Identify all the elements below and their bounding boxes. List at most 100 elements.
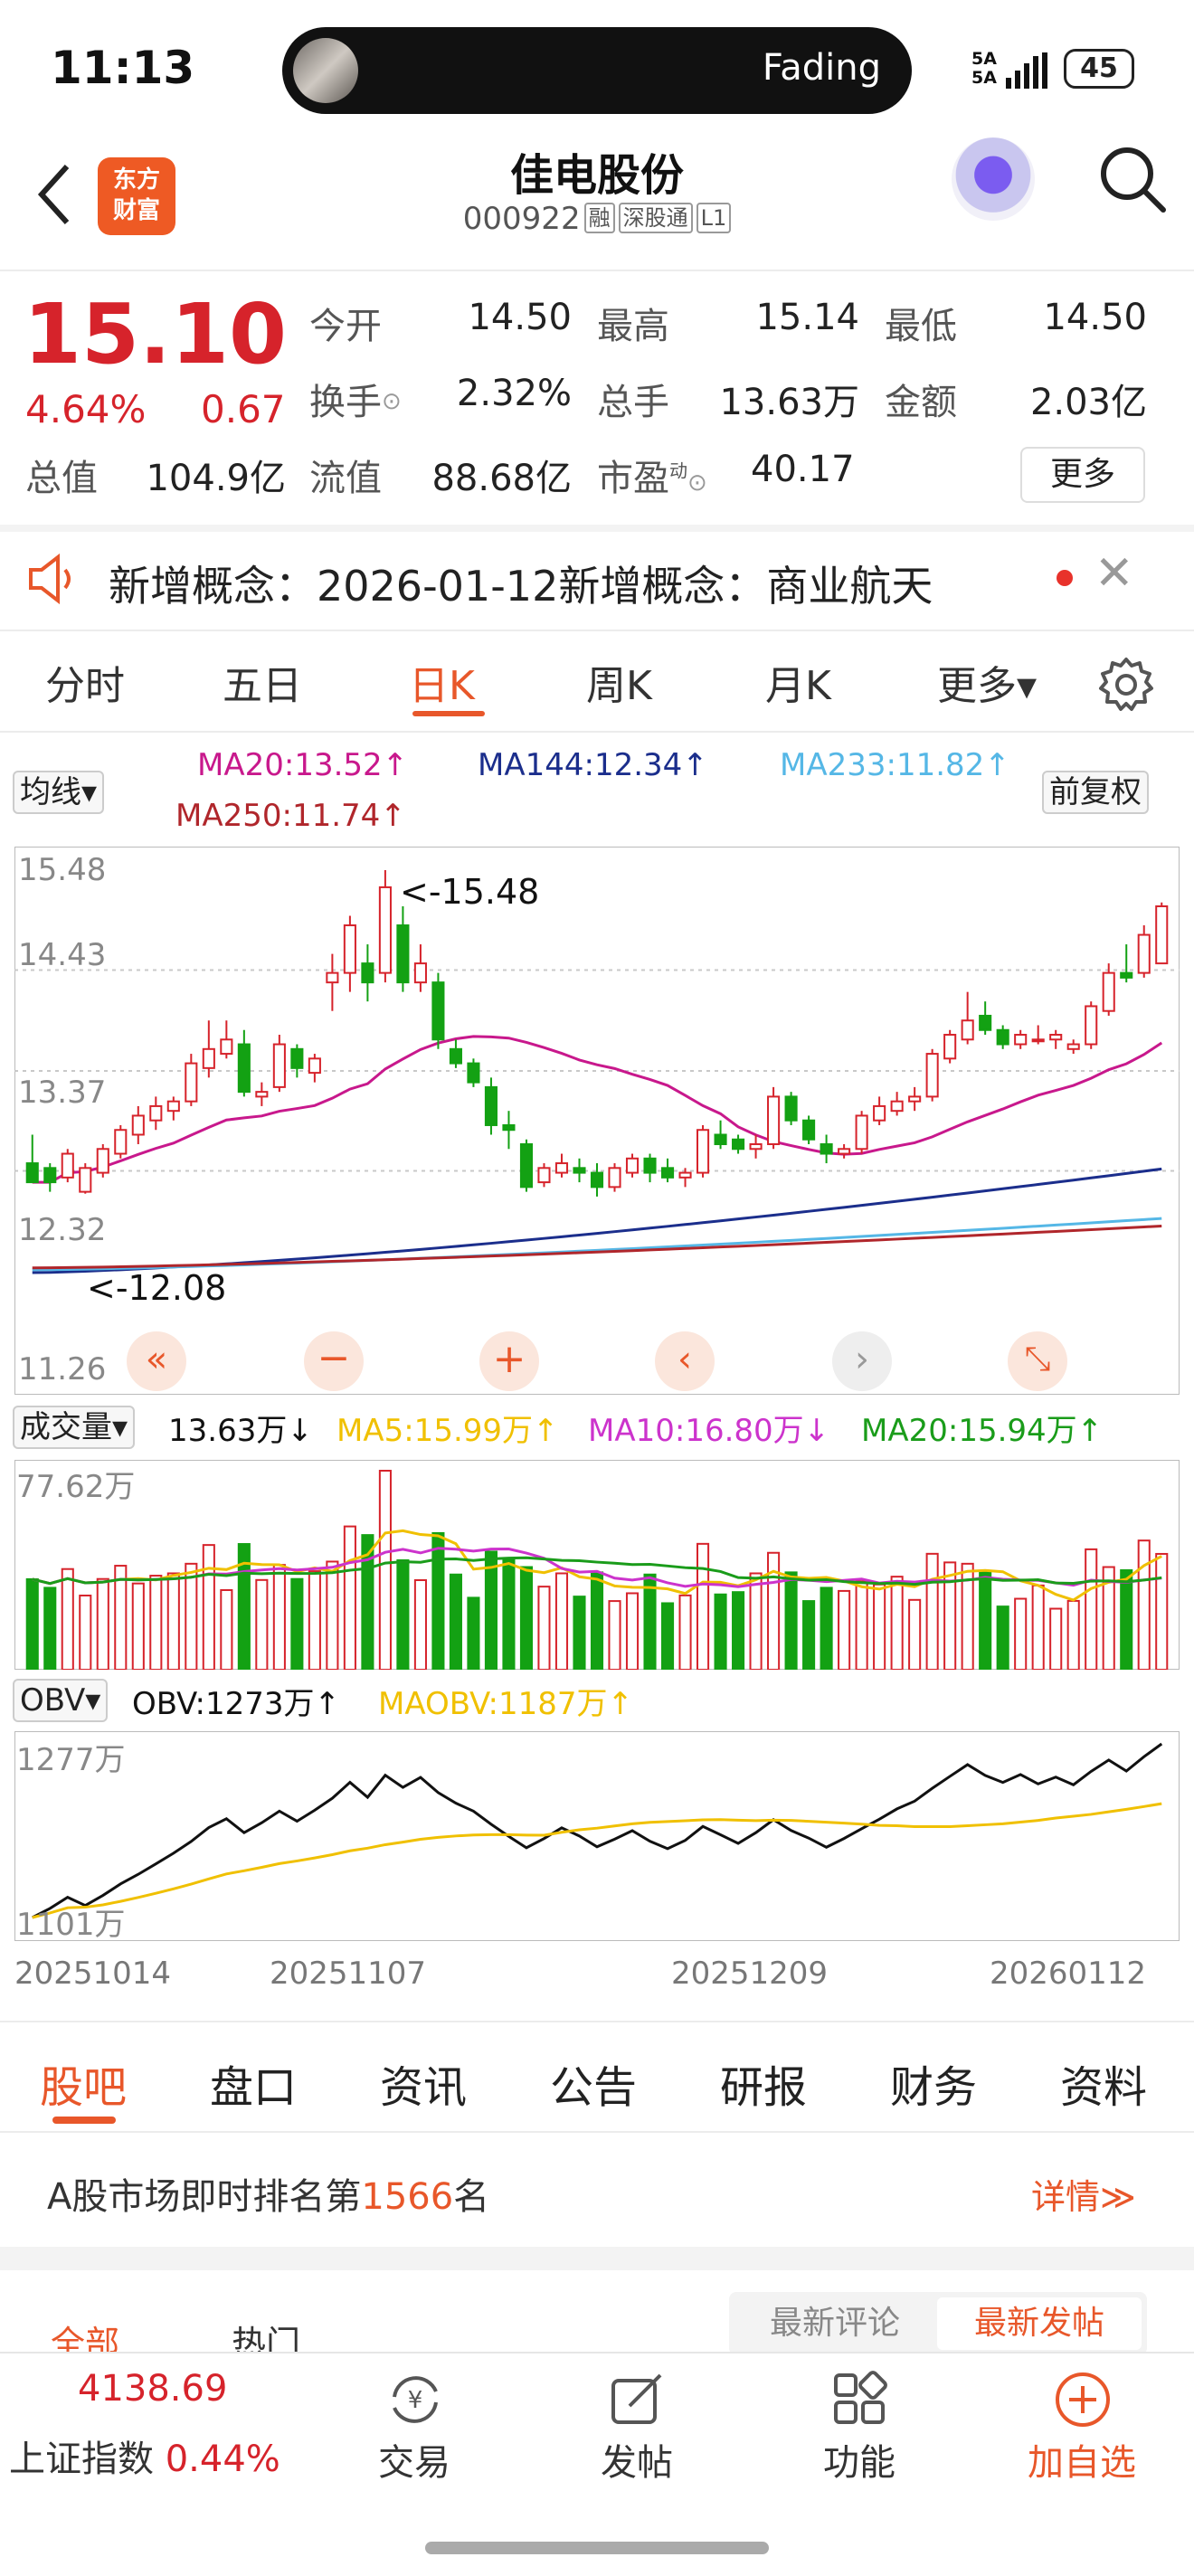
tab-more[interactable]: 更多▾ xyxy=(937,663,1038,709)
volume-bar xyxy=(166,1572,180,1670)
legend-maobv: MAOBV:1187万↑ xyxy=(378,1686,633,1722)
concept-news[interactable]: 新增概念：2026-01-12新增概念：商业航天 xyxy=(109,562,933,611)
tab-profile[interactable]: 资料 xyxy=(1060,2062,1148,2113)
search-icon[interactable] xyxy=(1098,145,1167,213)
rank-detail-link[interactable]: 详情≫ xyxy=(1031,2177,1136,2217)
high-marker: <-15.48 xyxy=(400,872,540,912)
fast-back-icon[interactable]: « xyxy=(127,1331,186,1391)
volume-bar xyxy=(1155,1552,1169,1670)
obv-select[interactable]: OBV▾ xyxy=(13,1679,109,1722)
nav-functions[interactable]: 功能 xyxy=(823,2442,896,2484)
volume-bar xyxy=(1049,1607,1063,1670)
obv-max-label: 1277万 xyxy=(16,1742,126,1778)
back-arrow-icon[interactable] xyxy=(36,163,72,226)
trade-icon[interactable]: ¥ xyxy=(385,2370,445,2429)
quote-value: 14.50 xyxy=(1043,297,1147,338)
tab-intraday[interactable]: 分时 xyxy=(45,663,125,709)
candle-body xyxy=(431,981,445,1041)
change-amount: 0.67 xyxy=(201,387,286,431)
active-tab-underline xyxy=(412,711,485,716)
logo-text-top: 东方 xyxy=(112,166,160,194)
nav-post[interactable]: 发帖 xyxy=(601,2442,673,2484)
scroll-right-icon[interactable]: › xyxy=(832,1331,892,1391)
scroll-left-icon[interactable]: ‹ xyxy=(655,1331,715,1391)
candle-body xyxy=(1014,1034,1028,1046)
nav-add-watchlist[interactable]: 加自选 xyxy=(1028,2442,1136,2484)
volume-bar xyxy=(925,1552,939,1670)
quote-label: 市盈动⊙ xyxy=(597,449,707,501)
dynamic-island[interactable]: Fading xyxy=(282,27,912,114)
stock-code-row: 000922 融深股通 L1 xyxy=(0,201,1194,237)
candle-body xyxy=(396,924,410,984)
vol-ma5-line xyxy=(32,1529,1162,1602)
candle-body xyxy=(96,1148,109,1174)
zoom-in-icon[interactable]: + xyxy=(479,1331,539,1391)
volume-bar xyxy=(484,1550,498,1670)
quote-label: 最高 xyxy=(597,306,669,347)
tab-financials[interactable]: 财务 xyxy=(890,2062,978,2113)
grid-icon[interactable] xyxy=(830,2370,890,2429)
gear-icon[interactable] xyxy=(1098,657,1154,713)
ai-assistant-icon[interactable] xyxy=(952,137,1035,221)
nav-trade[interactable]: 交易 xyxy=(378,2442,450,2484)
index-name[interactable]: 上证指数 0.44% xyxy=(9,2429,280,2482)
volume-bar xyxy=(467,1596,480,1670)
volume-bar xyxy=(643,1573,657,1670)
tab-five-day[interactable]: 五日 xyxy=(223,663,302,709)
legend-obv: OBV:1273万↑ xyxy=(132,1686,340,1722)
tab-monthly-k[interactable]: 月K xyxy=(765,663,831,709)
volume-bar xyxy=(290,1577,304,1670)
volume-bar xyxy=(502,1559,516,1670)
expand-icon[interactable]: ⤡ xyxy=(1008,1331,1067,1391)
compose-icon[interactable] xyxy=(608,2370,668,2429)
candle-body xyxy=(767,1095,781,1146)
index-value[interactable]: 4138.69 xyxy=(78,2368,228,2410)
volume-bar xyxy=(908,1598,922,1670)
change-percent: 4.64% xyxy=(25,387,147,431)
tab-daily-k[interactable]: 日K xyxy=(409,663,475,709)
divider xyxy=(0,630,1194,631)
legend-ma20: MA20:13.52↑ xyxy=(197,747,409,783)
candle-body xyxy=(714,1133,727,1146)
quote-label: 今开 xyxy=(309,306,382,347)
tab-orderbook[interactable]: 盘口 xyxy=(210,2062,298,2113)
quote-value: 14.50 xyxy=(468,297,572,338)
add-circle-icon[interactable] xyxy=(1053,2370,1113,2429)
info-dots-icon[interactable]: ⊙ xyxy=(382,388,402,415)
volume-bar xyxy=(378,1470,392,1670)
candle-body xyxy=(1085,1005,1098,1046)
indicator-select[interactable]: 均线▾ xyxy=(13,771,105,814)
sort-latest-comment[interactable]: 最新评论 xyxy=(769,2305,900,2342)
volume-bar xyxy=(802,1600,816,1670)
obv-frame xyxy=(14,1731,1180,1941)
rank-suffix: 名 xyxy=(453,2176,490,2218)
candlestick-chart[interactable] xyxy=(14,847,1180,1395)
tag-level1: L1 xyxy=(696,203,732,233)
candle-body xyxy=(784,1095,798,1122)
sort-latest-post[interactable]: 最新发帖 xyxy=(937,2297,1142,2350)
tab-forum[interactable]: 股吧 xyxy=(40,2062,128,2113)
volume-bar xyxy=(220,1589,233,1670)
tab-announcements[interactable]: 公告 xyxy=(550,2062,638,2113)
tab-research[interactable]: 研报 xyxy=(720,2062,808,2113)
volume-bar xyxy=(25,1577,39,1670)
volume-chart[interactable] xyxy=(14,1460,1180,1670)
more-button[interactable]: 更多 xyxy=(1020,447,1145,503)
signal-label-2: 5A xyxy=(971,68,997,88)
tab-weekly-k[interactable]: 周K xyxy=(586,663,652,709)
close-icon[interactable]: ✕ xyxy=(1094,546,1134,601)
volume-select[interactable]: 成交量▾ xyxy=(13,1406,136,1449)
tab-news[interactable]: 资讯 xyxy=(380,2062,468,2113)
info-dots-icon[interactable]: ⊙ xyxy=(687,469,707,497)
bottom-nav xyxy=(0,2352,1194,2576)
obv-chart[interactable] xyxy=(14,1731,1180,1941)
divider xyxy=(0,731,1194,733)
candle-body xyxy=(625,1157,640,1174)
obv-line xyxy=(32,1742,1163,1919)
adjust-select[interactable]: 前复权 xyxy=(1042,771,1149,814)
candle-body xyxy=(749,1143,763,1151)
candle-body xyxy=(1066,1043,1080,1050)
zoom-out-icon[interactable]: − xyxy=(304,1331,364,1391)
y-axis-label: 11.26 xyxy=(18,1351,107,1387)
x-axis-date: 20251107 xyxy=(270,1956,427,1992)
